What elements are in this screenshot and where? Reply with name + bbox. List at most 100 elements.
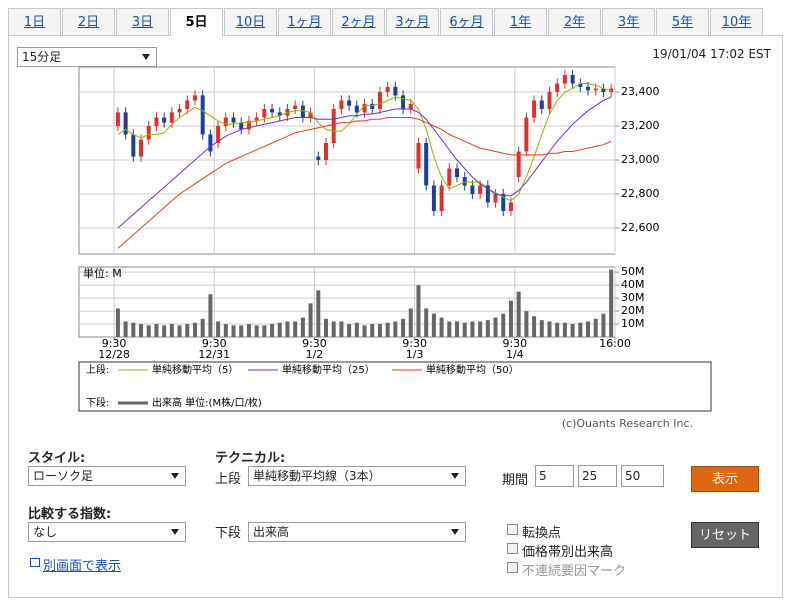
candle-body (593, 88, 598, 91)
volume-bar (586, 321, 591, 337)
legend-entry: 出来高 単位:(M株/口/枚) (152, 396, 262, 409)
tab[interactable]: 3日 (116, 8, 169, 35)
candle-body (293, 105, 298, 109)
volume-bar (308, 303, 313, 337)
volume-bar (270, 324, 275, 337)
legend-entry: 単純移動平均（50） (426, 363, 519, 376)
technical-label: テクニカル: (215, 451, 286, 466)
checkbox-label: 転換点 (522, 526, 562, 541)
candle-body (478, 185, 483, 194)
x-tick-label: 9:30 (302, 337, 327, 350)
volume-bar (300, 317, 305, 337)
volume-bar (277, 322, 282, 337)
volume-bar (370, 324, 375, 337)
timestamp: 19/01/04 17:02 EST (652, 47, 771, 61)
y-tick-label: 40M (621, 278, 645, 291)
tab[interactable]: 10日 (224, 8, 277, 35)
unit-label: 単位: M (83, 266, 122, 280)
volume-bar (177, 325, 182, 337)
candle-body (316, 156, 321, 160)
volume-bar (123, 321, 128, 337)
tab[interactable]: 2ヶ月 (332, 8, 385, 35)
ma-line (117, 83, 612, 202)
tab[interactable]: 1ヶ月 (278, 8, 331, 35)
period-input[interactable]: 50 (621, 465, 664, 487)
y-tick-label: 50M (621, 265, 645, 278)
volume-bar (609, 269, 614, 337)
legend-box (78, 361, 712, 412)
volume-bar (254, 325, 259, 337)
candle-body (462, 176, 467, 186)
checkbox[interactable] (507, 543, 518, 554)
tab[interactable]: 2年 (548, 8, 601, 35)
y-tick-label: 23,400 (621, 85, 660, 98)
candle-body (385, 86, 390, 92)
show-button[interactable]: 表示 (691, 466, 759, 492)
candle-body (177, 108, 182, 113)
volume-bar (208, 294, 213, 337)
tab[interactable]: 1年 (494, 8, 547, 35)
candle-body (154, 117, 159, 126)
tab[interactable]: 10年 (710, 8, 763, 35)
y-tick-label: 20M (621, 304, 645, 317)
tab[interactable]: 5年 (656, 8, 709, 35)
legend-label: 上段: (86, 363, 109, 376)
volume-bar (455, 321, 460, 337)
volume-bar (493, 317, 498, 337)
x-tick-label: 9:30 (102, 337, 127, 350)
candle-body (277, 112, 282, 116)
candle-body (578, 83, 583, 87)
volume-bar (539, 320, 544, 337)
tab[interactable]: 3年 (602, 8, 655, 35)
candle-body (524, 117, 529, 152)
volume-bar (354, 322, 359, 337)
panel (8, 35, 783, 598)
tab[interactable]: 6ヶ月 (440, 8, 493, 35)
candle-body (323, 142, 328, 160)
checkbox[interactable] (507, 524, 518, 535)
volume-bar (316, 290, 321, 337)
legend-entry: 単純移動平均（25） (282, 363, 375, 376)
reset-button[interactable]: リセット (691, 522, 759, 548)
tab[interactable]: 5日 (170, 8, 223, 36)
x-tick-date: 1/3 (406, 348, 424, 361)
candle-body (401, 95, 406, 109)
candle-body (455, 168, 460, 177)
x-tick-date: 12/31 (198, 348, 230, 361)
candle-body (370, 103, 375, 109)
upper-select[interactable]: 単純移動平均線（3本） (248, 466, 466, 486)
popup-link[interactable]: 別画面で表示 (43, 559, 122, 574)
candle-body (586, 86, 591, 91)
tab[interactable]: 3ヶ月 (386, 8, 439, 35)
candle-body (347, 100, 352, 106)
compare-select[interactable]: なし (28, 522, 186, 542)
candle-body (308, 112, 313, 118)
volume-bar (408, 308, 413, 337)
volume-bar (169, 324, 174, 337)
volume-bar (601, 313, 606, 337)
checkbox (507, 562, 518, 573)
tab[interactable]: 2日 (62, 8, 115, 35)
volume-bar (139, 324, 144, 337)
x-tick-label: 9:30 (202, 337, 227, 350)
volume-bar (154, 324, 159, 337)
candle-body (570, 74, 575, 84)
candle-body (562, 74, 567, 84)
legend-label: 下段: (86, 396, 109, 409)
candle-body (547, 91, 552, 109)
y-tick-label: 22,600 (621, 221, 660, 234)
volume-bar (146, 325, 151, 337)
volume-bar (162, 325, 167, 337)
volume-bar (185, 324, 190, 337)
style-select[interactable]: ローソク足 (28, 466, 186, 486)
candle-body (431, 185, 436, 211)
period-input[interactable]: 25 (578, 465, 617, 487)
tab[interactable]: 1日 (8, 8, 61, 35)
upper-label: 上段 (215, 472, 242, 487)
candle-body (539, 100, 544, 109)
volume-bar (115, 308, 120, 337)
lower-select[interactable]: 出来高 (248, 522, 466, 542)
candle-body (331, 108, 336, 143)
period-input[interactable]: 5 (535, 465, 574, 487)
volume-bar (385, 322, 390, 337)
